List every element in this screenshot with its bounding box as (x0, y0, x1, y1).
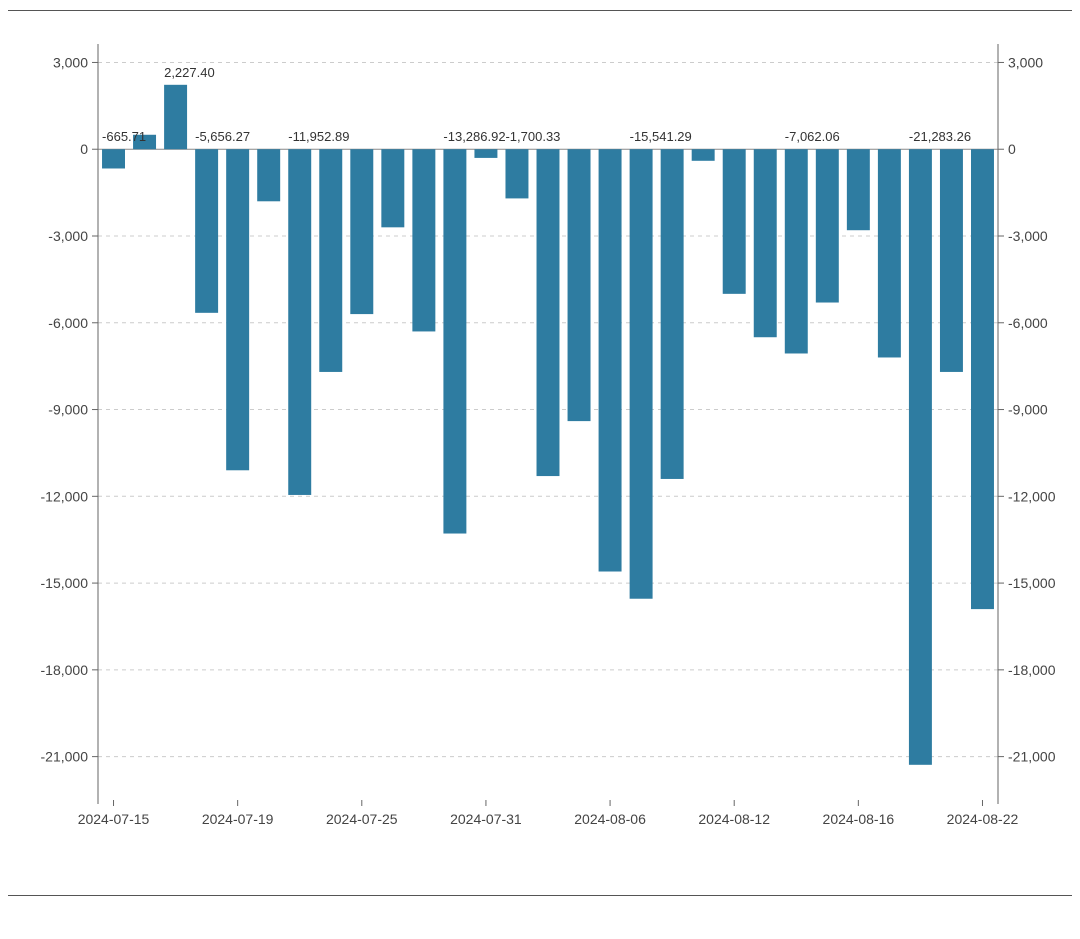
y-tick-label-right: 0 (1008, 141, 1016, 157)
bar-value-label: 2,227.40 (164, 65, 215, 80)
bar-chart: 3,000 3,000 0 0 -3,000 -3,000 -6,000 -6,000 -9,0… (8, 30, 1072, 860)
divider-bottom (8, 895, 1072, 896)
bar-value-label: -13,286.92 (443, 129, 505, 144)
y-tick-label-left: -21,000 (41, 749, 89, 765)
bar (226, 149, 249, 470)
x-tick-label: 2024-07-25 (326, 811, 398, 827)
x-tick-label: 2024-08-22 (947, 811, 1019, 827)
bar (505, 149, 528, 198)
bar (692, 149, 715, 161)
x-tick-label: 2024-07-31 (450, 811, 522, 827)
bar-value-label: -11,952.89 (288, 129, 349, 144)
y-tick-label-left: -3,000 (48, 228, 88, 244)
y-tick-label-right: -15,000 (1008, 575, 1056, 591)
y-tick-label-left: -9,000 (48, 402, 88, 418)
y-tick-label-right: -18,000 (1008, 662, 1056, 678)
bar (661, 149, 684, 479)
y-tick-label-right: -21,000 (1008, 749, 1056, 765)
bar (474, 149, 497, 158)
bar (412, 149, 435, 331)
bar-value-label: -665.71 (102, 129, 146, 144)
bar (381, 149, 404, 227)
bar (102, 149, 125, 168)
bar (195, 149, 218, 313)
bar-value-label: -21,283.26 (909, 129, 971, 144)
y-tick-label-right: -3,000 (1008, 228, 1048, 244)
bar (630, 149, 653, 599)
bar (288, 149, 311, 495)
bar (164, 85, 187, 149)
bar-value-label: -5,656.27 (195, 129, 250, 144)
page-root: { "layout": { "page_width": 1080, "page_… (0, 0, 1080, 939)
y-tick-label-left: -12,000 (41, 488, 89, 504)
bar (878, 149, 901, 357)
x-tick-label: 2024-07-19 (202, 811, 274, 827)
bar-chart-svg: 3,000 3,000 0 0 -3,000 -3,000 -6,000 -6,000 -9,0… (8, 30, 1072, 860)
bar-value-label: -7,062.06 (785, 129, 840, 144)
bar (568, 149, 591, 421)
bar (971, 149, 994, 609)
x-tick-label: 2024-07-15 (78, 811, 150, 827)
y-tick-label-right: 3,000 (1008, 54, 1043, 70)
y-tick-label-right: -12,000 (1008, 488, 1056, 504)
bar (909, 149, 932, 765)
divider-top (8, 10, 1072, 11)
x-tick-label: 2024-08-16 (823, 811, 895, 827)
bar (940, 149, 963, 372)
bar (443, 149, 466, 533)
bar (319, 149, 342, 372)
y-tick-label-right: -9,000 (1008, 402, 1048, 418)
bar (350, 149, 373, 314)
y-tick-label-left: -6,000 (48, 315, 88, 331)
y-tick-label-left: 0 (80, 141, 88, 157)
y-tick-label-left: 3,000 (53, 54, 88, 70)
y-tick-label-right: -6,000 (1008, 315, 1048, 331)
bar (537, 149, 560, 476)
x-tick-label: 2024-08-12 (698, 811, 770, 827)
bar (599, 149, 622, 571)
bar (847, 149, 870, 230)
bar-value-label: -1,700.33 (505, 129, 560, 144)
bar (257, 149, 280, 201)
bar (723, 149, 746, 294)
bar-value-label: -15,541.29 (630, 129, 692, 144)
y-tick-label-left: -15,000 (41, 575, 89, 591)
y-tick-label-left: -18,000 (41, 662, 89, 678)
bar (785, 149, 808, 353)
bar (754, 149, 777, 337)
x-tick-label: 2024-08-06 (574, 811, 646, 827)
bar (816, 149, 839, 302)
